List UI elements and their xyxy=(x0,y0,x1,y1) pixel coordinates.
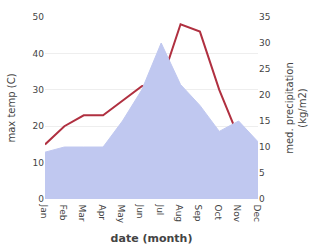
svg-text:30: 30 xyxy=(33,85,45,95)
svg-text:Aug: Aug xyxy=(174,205,184,223)
svg-text:5: 5 xyxy=(259,168,265,178)
svg-text:max temp (C): max temp (C) xyxy=(6,73,17,142)
svg-text:med. precipitation(kg/m2): med. precipitation(kg/m2) xyxy=(284,62,308,154)
svg-text:15: 15 xyxy=(259,116,270,126)
svg-text:Sep: Sep xyxy=(193,205,203,222)
svg-text:0: 0 xyxy=(38,194,44,204)
svg-text:40: 40 xyxy=(33,49,45,59)
svg-text:20: 20 xyxy=(33,121,45,131)
svg-text:20: 20 xyxy=(259,90,271,100)
svg-text:Oct: Oct xyxy=(213,205,223,221)
svg-text:50: 50 xyxy=(33,12,45,22)
svg-text:Nov: Nov xyxy=(232,205,242,223)
svg-text:Jul: Jul xyxy=(155,204,165,216)
svg-text:25: 25 xyxy=(259,64,270,74)
svg-text:Feb: Feb xyxy=(58,205,68,221)
svg-text:10: 10 xyxy=(259,142,271,152)
svg-text:May: May xyxy=(116,205,126,224)
svg-text:Jan: Jan xyxy=(39,204,49,219)
svg-text:Dec: Dec xyxy=(252,205,262,222)
svg-text:30: 30 xyxy=(259,38,271,48)
svg-text:Apr: Apr xyxy=(97,205,107,221)
svg-text:Jun: Jun xyxy=(135,204,145,219)
svg-text:35: 35 xyxy=(259,12,270,22)
svg-text:10: 10 xyxy=(33,158,45,168)
svg-text:Mar: Mar xyxy=(77,205,87,222)
svg-text:0: 0 xyxy=(259,194,265,204)
svg-text:date (month): date (month) xyxy=(111,232,193,245)
